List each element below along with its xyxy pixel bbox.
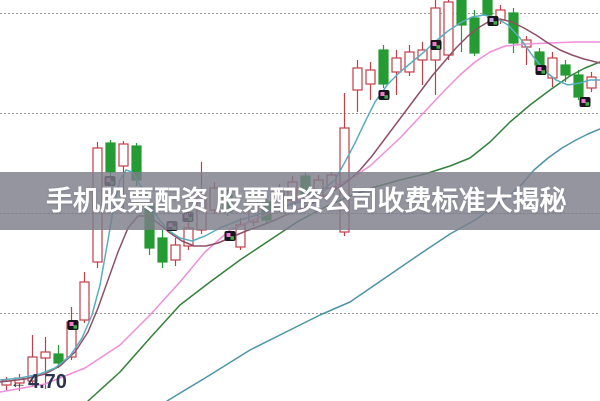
marker-green-dot — [384, 95, 388, 99]
candle-down — [456, 0, 467, 26]
candle-down — [105, 142, 116, 173]
left-arrow-icon: ← — [10, 372, 27, 392]
candle-up — [417, 49, 428, 61]
candle-down — [378, 49, 389, 85]
candle-up — [79, 281, 90, 321]
candle-up — [430, 7, 441, 61]
candle-down — [508, 12, 519, 44]
marker-accent-dot — [226, 233, 231, 237]
candle-up — [391, 57, 402, 73]
candle-up — [365, 69, 376, 85]
marker-green-dot — [73, 325, 77, 329]
gridline-overlay — [0, 213, 600, 214]
low-price-value: 4.70 — [28, 371, 67, 393]
candle-up — [27, 356, 38, 382]
candle-up — [40, 351, 51, 359]
candle-down — [157, 237, 168, 263]
low-price-annotation: ← 4.70 — [10, 372, 67, 392]
candle-down — [482, 0, 493, 16]
candle-up — [170, 244, 181, 261]
marker-green-dot — [493, 21, 497, 25]
marker-green-dot — [230, 236, 234, 240]
headline-text: 手机股票配资 股票配资公司收费标准大揭秘 — [46, 185, 567, 216]
candle-down — [469, 17, 480, 54]
marker-accent-dot — [432, 42, 437, 46]
marker-green-dot — [585, 102, 589, 106]
marker-green-dot — [541, 70, 545, 74]
marker-accent-dot — [69, 322, 74, 326]
candle-up — [352, 67, 363, 91]
headline-banner: 手机股票配资 股票配资公司收费标准大揭秘 — [0, 172, 600, 230]
marker-accent-dot — [581, 99, 586, 103]
marker-accent-dot — [537, 67, 542, 71]
ma-pink — [0, 41, 600, 393]
candle-up — [404, 51, 415, 73]
candle-down — [573, 74, 584, 98]
marker-accent-dot — [380, 92, 385, 96]
candle-up — [118, 143, 129, 167]
marker-accent-dot — [489, 18, 494, 22]
candle-down — [53, 353, 64, 364]
candle-down — [534, 51, 545, 66]
marker-green-dot — [436, 45, 440, 49]
candle-up — [586, 76, 597, 89]
candle-down — [560, 64, 571, 76]
